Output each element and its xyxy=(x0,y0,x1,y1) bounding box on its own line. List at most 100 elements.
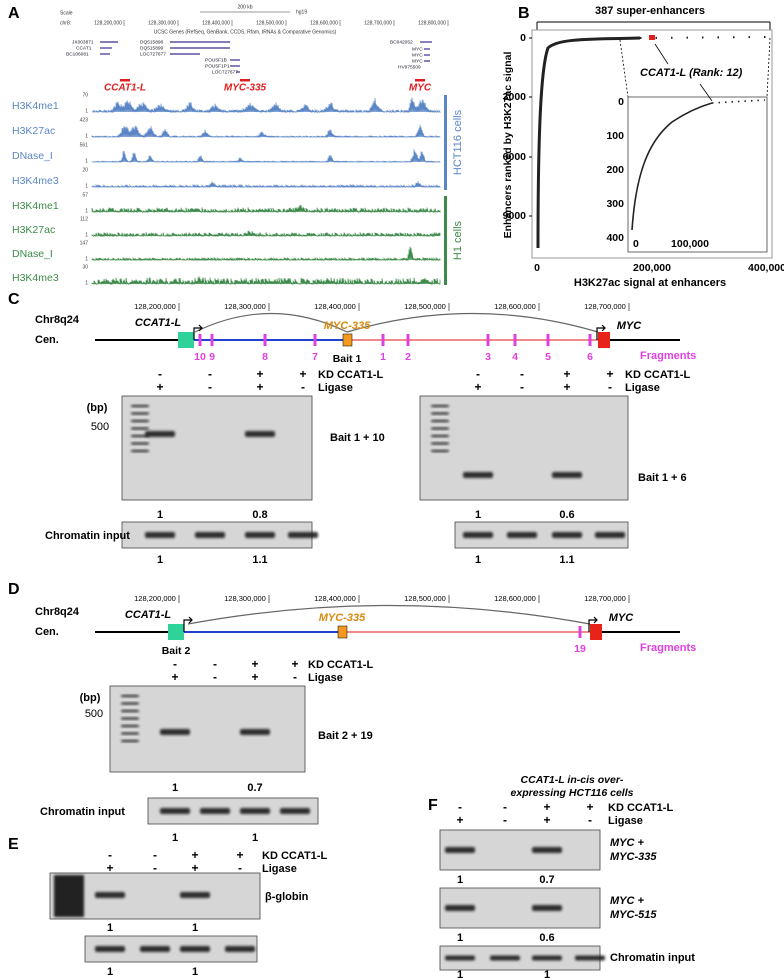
input-quantification: 1 xyxy=(457,969,463,980)
kd-sign: + xyxy=(236,848,243,862)
input-label: Chromatin input xyxy=(45,530,130,542)
fragment-tick xyxy=(513,334,517,346)
track-max: 561 xyxy=(80,142,89,148)
fragment-tick xyxy=(546,334,550,346)
track-min: 1 xyxy=(85,183,88,189)
kd-sign: - xyxy=(458,800,462,814)
input-label: Chromatin input xyxy=(610,952,695,964)
gel xyxy=(419,395,629,501)
band xyxy=(245,431,275,437)
panel-letter: A xyxy=(8,5,20,22)
fragment-number: 8 xyxy=(262,351,268,363)
band xyxy=(240,729,270,735)
ligase-sign: - xyxy=(588,813,592,827)
ladder-band xyxy=(431,427,449,430)
track-name: H3K4me3 xyxy=(12,272,59,284)
ligase-sign: - xyxy=(153,861,157,875)
track-min: 1 xyxy=(85,133,88,139)
track-name: DNase_I xyxy=(12,248,53,260)
input-quantification: 1 xyxy=(544,969,550,980)
inset-x-tick-label: 100,000 xyxy=(671,238,709,250)
kd-sign: + xyxy=(543,800,550,814)
track-name: H3K27ac xyxy=(12,125,55,137)
ligase-sign: + xyxy=(456,813,463,827)
fragment-number: 2 xyxy=(405,351,411,363)
input-band xyxy=(463,532,493,538)
bait-label: Bait 1 xyxy=(333,353,362,365)
highlight-point xyxy=(649,35,655,40)
coordinate: 128,800,000 xyxy=(418,20,446,26)
product-label: Bait 2 + 19 xyxy=(318,730,373,742)
inset-y-tick-label: 200 xyxy=(606,164,624,176)
coordinate: 128,600,000 xyxy=(494,594,536,603)
track-max: 70 xyxy=(82,92,88,98)
panel-letter: E xyxy=(8,836,19,853)
quantification: 1 xyxy=(172,782,178,794)
ladder-band xyxy=(431,419,449,423)
input-band xyxy=(532,955,562,961)
fragment-number: 6 xyxy=(587,351,593,363)
annotation-arrow xyxy=(699,83,713,102)
size-unit: (bp) xyxy=(87,402,108,414)
fragment-number: 19 xyxy=(574,643,586,655)
x-axis-label: H3K27ac signal at enhancers xyxy=(574,277,726,289)
kd-label: KD CCAT1-L xyxy=(608,802,673,814)
band xyxy=(145,431,175,437)
gene-label: MYC xyxy=(609,612,635,624)
cell-bar xyxy=(444,196,447,285)
product-label: MYC + xyxy=(610,837,645,849)
kd-label: KD CCAT1-L xyxy=(318,369,383,381)
ladder xyxy=(54,875,84,917)
panel-letter: B xyxy=(518,5,530,22)
inset-y-tick-label: 400 xyxy=(606,232,624,244)
product-label: Bait 1 + 10 xyxy=(330,432,385,444)
track-name: H3K27ac xyxy=(12,224,55,236)
ligase-sign: - xyxy=(213,670,217,684)
input-band xyxy=(225,946,255,952)
quantification: 0.6 xyxy=(539,932,554,944)
panel-title: CCAT1-L in-cis over- xyxy=(521,774,624,786)
track-max: 20 xyxy=(82,167,88,173)
y-tick-label: 0 xyxy=(520,32,526,44)
kd-sign: - xyxy=(476,367,480,381)
coordinate: 128,300,000 xyxy=(148,20,176,26)
gene-label: CCAT1-L xyxy=(135,317,182,329)
kd-sign: - xyxy=(153,848,157,862)
signal-track xyxy=(92,97,441,114)
band xyxy=(552,472,582,478)
kd-sign: - xyxy=(213,657,217,671)
ligase-sign: + xyxy=(543,813,550,827)
gene-name: POU5F1B xyxy=(205,57,227,63)
input-band xyxy=(145,532,175,538)
quantification: 1 xyxy=(457,932,463,944)
size-unit: (bp) xyxy=(80,692,101,704)
ladder-band xyxy=(431,404,449,408)
coordinate: 128,600,000 xyxy=(494,302,536,311)
input-band xyxy=(245,532,275,538)
label: hg19 xyxy=(296,9,307,15)
gene-label: MYC xyxy=(617,320,643,332)
band xyxy=(445,847,475,853)
coordinate: 128,600,000 xyxy=(310,20,338,26)
region-label: CCAT1-L xyxy=(104,83,146,94)
kd-sign: - xyxy=(158,367,162,381)
bracket-label: 387 super-enhancers xyxy=(595,5,705,17)
gene-name: HV975509 xyxy=(398,64,421,70)
panel-letter: D xyxy=(8,581,20,598)
coordinate: 128,300,000 xyxy=(224,594,266,603)
product-label: MYC-515 xyxy=(610,909,657,921)
input-quantification: 1 xyxy=(252,832,258,844)
coordinate: 128,400,000 xyxy=(202,20,230,26)
track-name: H3K4me3 xyxy=(12,175,59,187)
y-tick-label: 6000 xyxy=(503,151,527,163)
enhancer-box xyxy=(337,625,348,639)
label: chr8: xyxy=(60,20,71,26)
ladder-band xyxy=(121,724,139,728)
product-label: MYC-335 xyxy=(610,851,657,863)
label: Scale xyxy=(60,10,73,16)
kd-sign: + xyxy=(299,367,306,381)
band xyxy=(180,892,210,898)
tss-arrow xyxy=(596,324,606,340)
zoom-line xyxy=(619,39,629,98)
track-max: 147 xyxy=(80,240,89,246)
